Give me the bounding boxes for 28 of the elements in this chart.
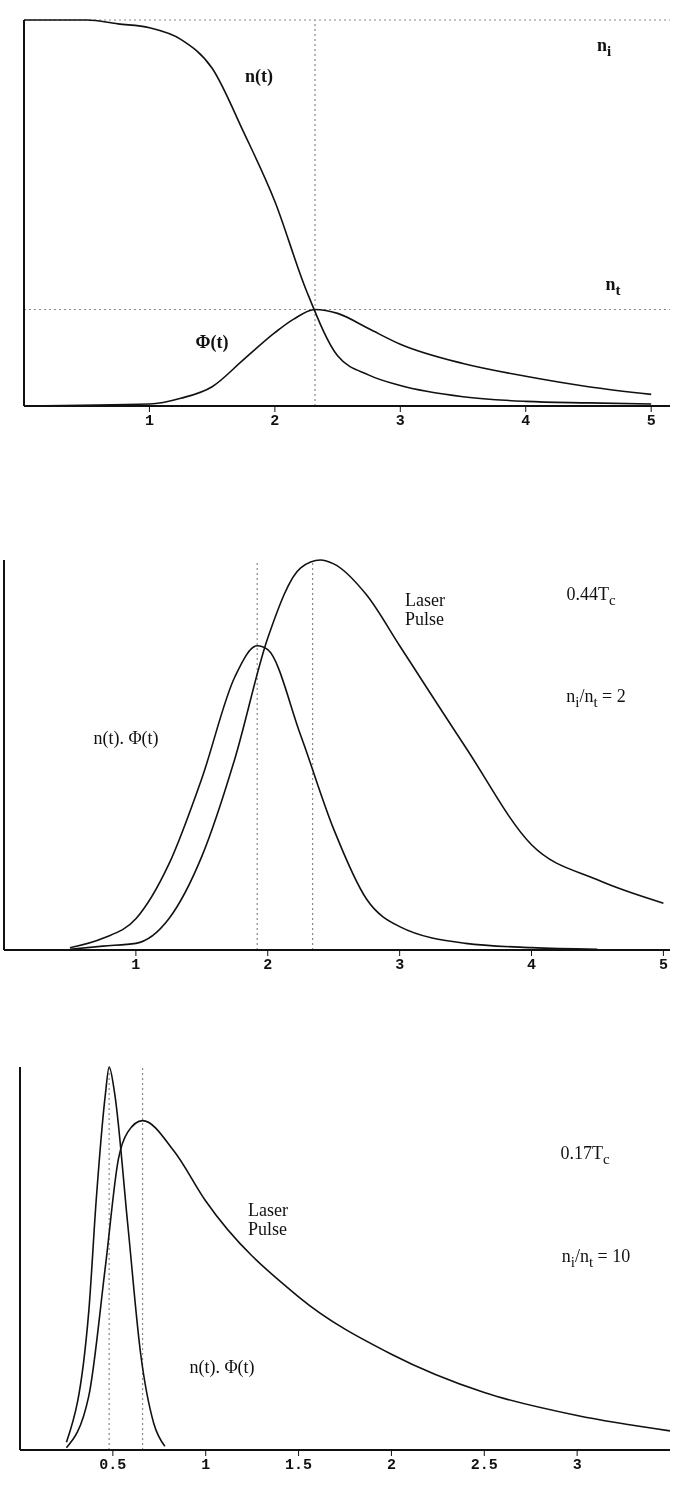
- series-label: Φ(t): [195, 331, 229, 352]
- x-tick-label: 2: [386, 1456, 396, 1474]
- x-tick-label: 2: [270, 412, 280, 430]
- x-tick-label: 3: [572, 1456, 582, 1474]
- x-tick-label: 3: [395, 956, 405, 974]
- annotation: n$_{i}$/n$_{t}$ = 2: [566, 686, 626, 711]
- x-tick-label: 3: [395, 412, 405, 430]
- x-tick-label: 1: [144, 412, 154, 430]
- x-tick-label: 1: [201, 1456, 211, 1474]
- x-tick-label: 0.5: [99, 1456, 127, 1474]
- ref-line-label: n$_{t}$: [605, 274, 621, 299]
- x-tick-label: 1.5: [285, 1456, 313, 1474]
- text: n(t). Φ(t): [189, 1356, 255, 1377]
- annotation: n$_{i}$/n$_{t}$ = 10: [561, 1246, 631, 1271]
- series-label: Laser Pulse: [248, 1200, 289, 1239]
- x-tick-label: 4: [521, 412, 531, 430]
- text: n(t). Φ(t): [93, 727, 159, 748]
- ref-line-label: n$_{i}$: [596, 35, 612, 60]
- x-tick-label: 5: [658, 956, 668, 974]
- x-tick-label: 4: [527, 956, 537, 974]
- x-tick-label: 5: [646, 412, 656, 430]
- annotation: 0.17T$_{c}$: [560, 1143, 610, 1168]
- x-tick-label: 2: [263, 956, 273, 974]
- series-label: n(t): [245, 65, 273, 86]
- annotation: 0.44T$_{c}$: [566, 584, 616, 609]
- x-tick-label: 1: [131, 956, 141, 974]
- series-label: Laser Pulse: [405, 590, 446, 629]
- x-tick-label: 2.5: [470, 1456, 498, 1474]
